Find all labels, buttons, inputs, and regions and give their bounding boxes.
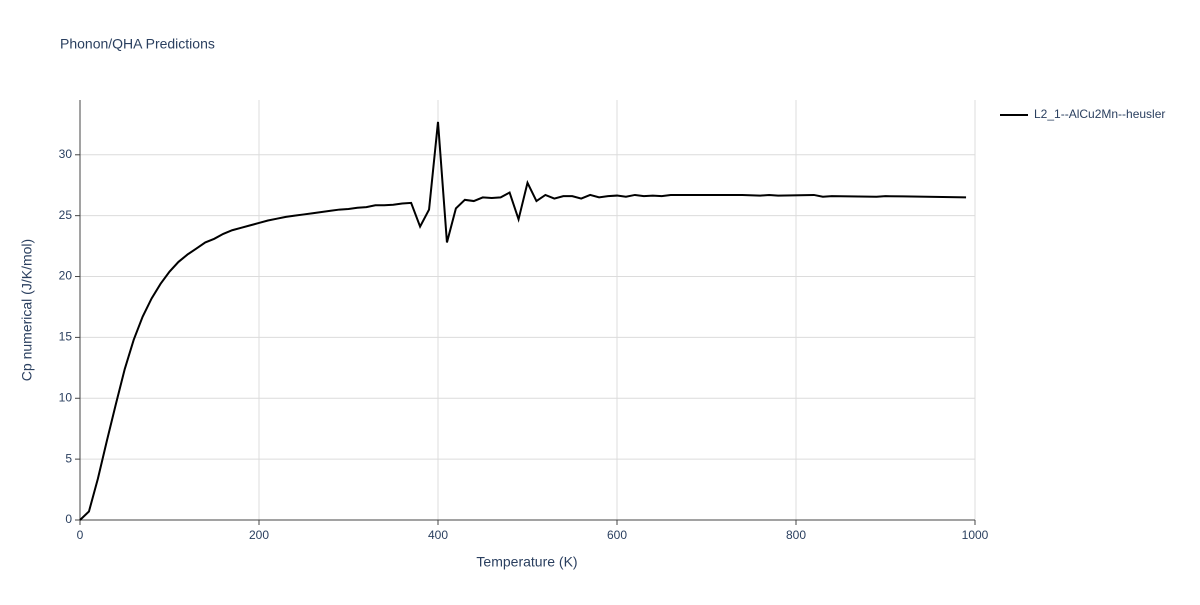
x-tick-label: 400 [428,528,448,542]
y-tick-label: 30 [59,147,73,161]
y-tick-label: 20 [59,269,73,283]
x-tick-label: 1000 [962,528,989,542]
y-tick-label: 10 [59,390,73,404]
y-tick-label: 0 [65,512,72,526]
x-tick-label: 800 [786,528,806,542]
line [79,121,967,521]
x-tick-label: 200 [249,528,269,542]
chart-title: Phonon/QHA Predictions [60,36,215,52]
y-tick-label: 25 [59,208,73,222]
y-tick-label: 15 [59,330,73,344]
x-tick-label: 600 [607,528,627,542]
x-axis-label: Temperature (K) [476,554,577,570]
x-tick-label: 0 [77,528,84,542]
legend-label: L2_1--AlCu2Mn--heusler [1034,107,1165,121]
y-axis-label: Cp numerical (J/K/mol) [19,239,35,381]
y-tick-label: 5 [65,451,72,465]
